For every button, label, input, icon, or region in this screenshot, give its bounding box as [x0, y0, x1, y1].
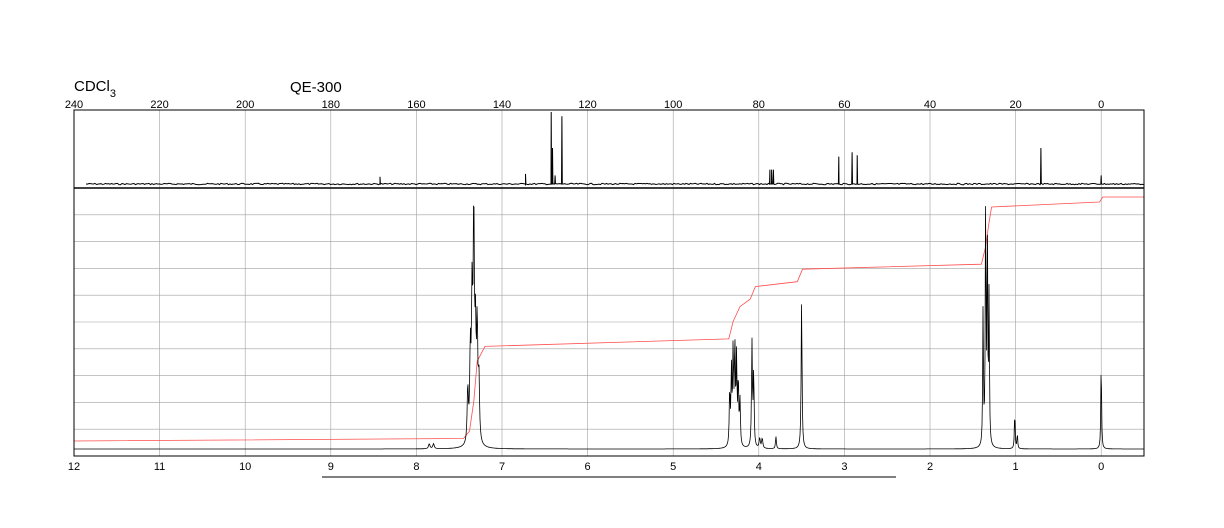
c13-tick-label: 180: [322, 99, 340, 111]
c13-tick-label: 220: [150, 99, 168, 111]
c13-tick-label: 20: [1009, 99, 1021, 111]
h1-tick-label: 10: [239, 461, 251, 473]
h1-tick-label: 6: [585, 461, 591, 473]
instrument-label: QE-300: [290, 79, 342, 96]
c13-tick-label: 80: [753, 99, 765, 111]
h1-tick-label: 7: [499, 461, 505, 473]
h1-tick-label: 1: [1013, 461, 1019, 473]
h1-tick-label: 8: [413, 461, 419, 473]
h1-tick-label: 11: [154, 461, 165, 473]
c13-axis: 240 220 200 180 160 140 120 100 80 60 40 20 0: [65, 99, 1104, 111]
h1-tick-label: 9: [328, 461, 334, 473]
h1-integral-curve: [73, 196, 1144, 442]
c13-tick-label: 160: [407, 99, 425, 111]
h1-tick-label: 4: [756, 461, 762, 473]
c13-spectrum-line: [85, 111, 1144, 187]
c13-tick-label: 240: [65, 99, 83, 111]
c13-grid: [73, 110, 1102, 188]
solvent-label: CDCl3: [74, 78, 116, 100]
c13-plot-frame: [73, 109, 1145, 189]
h1-tick-label: 5: [670, 461, 676, 473]
h1-tick-label: 2: [927, 461, 933, 473]
c13-tick-label: 40: [924, 99, 936, 111]
c13-tick-label: 140: [493, 99, 511, 111]
c13-tick-label: 100: [664, 99, 682, 111]
h1-tick-label: 3: [841, 461, 847, 473]
c13-tick-label: 0: [1098, 99, 1104, 111]
c13-tick-label: 200: [236, 99, 254, 111]
h1-tick-label: 0: [1098, 461, 1104, 473]
c13-tick-label: 60: [838, 99, 850, 111]
h1-tick-label: 12: [68, 461, 80, 473]
c13-tick-label: 120: [578, 99, 596, 111]
h1-spectrum-line: [74, 205, 1144, 450]
h1-axis: 12 11 10 9 8 7 6 5 4 3 2 1 0: [68, 461, 1104, 473]
